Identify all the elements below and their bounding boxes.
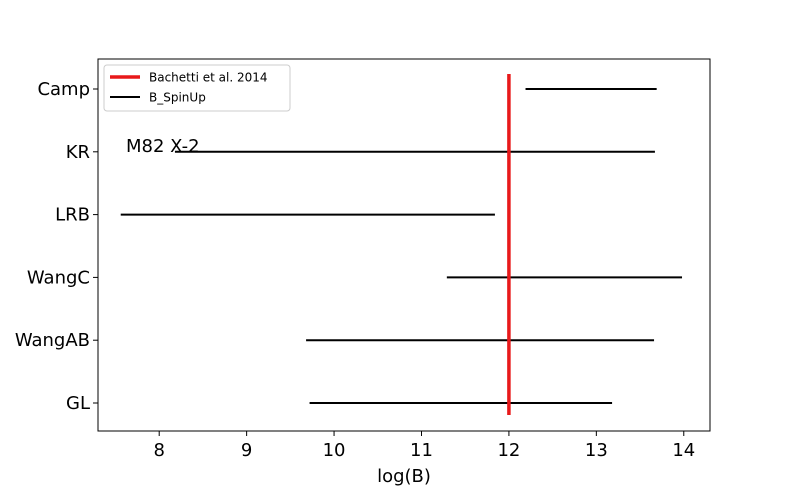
x-tick-label: 11 [410, 440, 433, 461]
y-tick-label: KR [66, 142, 90, 163]
y-tick-label: GL [66, 393, 90, 414]
legend: Bachetti et al. 2014 B_SpinUp [103, 64, 291, 112]
range-bars [120, 88, 683, 404]
plot-frame [97, 58, 711, 432]
legend-label: B_SpinUp [149, 91, 206, 105]
x-axis: 8 9 10 11 12 13 14 [153, 431, 695, 461]
annotation-text: M82 X-2 [126, 136, 200, 157]
y-axis: GL WangAB WangC LRB KR Camp [15, 79, 98, 414]
x-tick-label: 14 [672, 440, 695, 461]
x-tick-label: 8 [153, 440, 164, 461]
y-tick-label: WangAB [15, 330, 90, 351]
y-tick-label: Camp [37, 79, 90, 100]
x-tick-label: 10 [323, 440, 346, 461]
x-tick-label: 9 [241, 440, 252, 461]
y-tick-label: WangC [27, 267, 90, 288]
y-tick-label: LRB [55, 205, 90, 226]
legend-label: Bachetti et al. 2014 [149, 71, 268, 85]
legend-box [103, 64, 291, 112]
x-axis-label: log(B) [377, 466, 431, 487]
x-tick-label: 12 [497, 440, 520, 461]
x-tick-label: 13 [585, 440, 608, 461]
